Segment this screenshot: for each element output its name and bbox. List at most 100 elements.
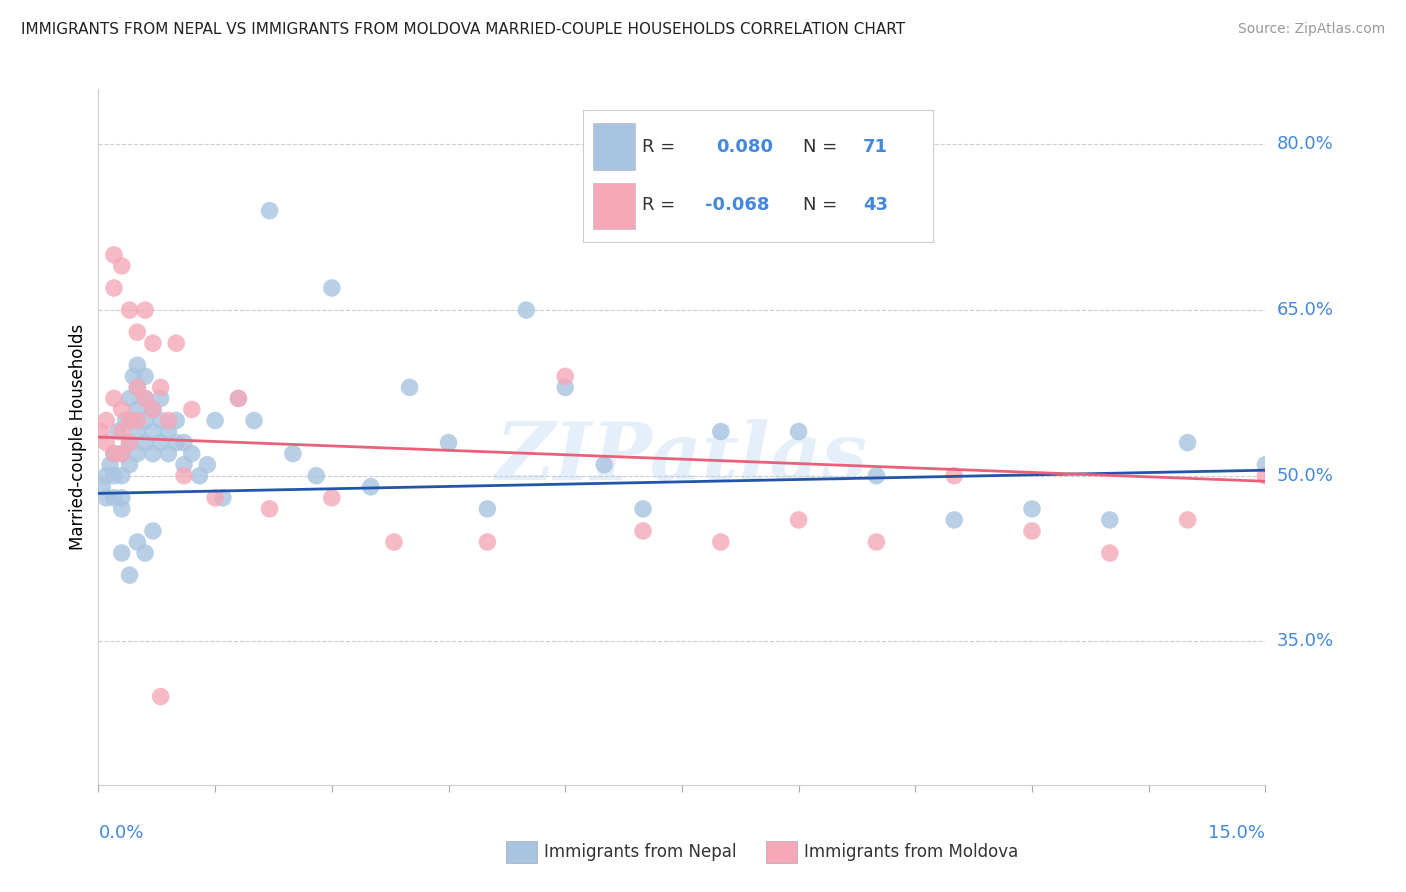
Text: 35.0%: 35.0% [1277, 632, 1334, 650]
Point [142, 447, 165, 461]
Point [437, 435, 460, 450]
Point [149, 690, 172, 704]
Point [943, 468, 966, 483]
Point [1021, 524, 1043, 538]
Point [103, 281, 125, 295]
Point [142, 402, 165, 417]
Point [631, 524, 654, 538]
Text: 50.0%: 50.0% [1277, 467, 1333, 484]
Point [281, 447, 304, 461]
Point [259, 501, 281, 516]
Point [787, 513, 810, 527]
Text: ZIPatlas: ZIPatlas [496, 419, 868, 497]
Point [134, 392, 156, 406]
Point [142, 425, 165, 439]
Point [165, 435, 187, 450]
Point [134, 546, 156, 560]
Point [865, 468, 887, 483]
Point [477, 501, 499, 516]
Point [1098, 546, 1121, 560]
Point [111, 546, 134, 560]
Point [134, 392, 156, 406]
Point [134, 413, 156, 427]
Point [1177, 435, 1199, 450]
Point [96, 491, 118, 505]
Point [1098, 513, 1121, 527]
Point [204, 491, 226, 505]
Point [127, 425, 149, 439]
Point [1254, 468, 1277, 483]
Point [142, 524, 165, 538]
Point [195, 458, 218, 472]
Point [103, 447, 125, 461]
Point [111, 425, 134, 439]
Point [91, 480, 114, 494]
Point [173, 458, 195, 472]
Point [188, 468, 211, 483]
Point [593, 458, 616, 472]
Point [360, 480, 382, 494]
Point [111, 402, 134, 417]
Point [107, 425, 129, 439]
Point [165, 336, 187, 351]
Point [118, 458, 141, 472]
Text: Source: ZipAtlas.com: Source: ZipAtlas.com [1237, 22, 1385, 37]
Point [243, 413, 266, 427]
Point [127, 380, 149, 394]
Point [127, 380, 149, 394]
Text: Immigrants from Nepal: Immigrants from Nepal [544, 843, 737, 861]
Point [1021, 501, 1043, 516]
Point [111, 447, 134, 461]
Point [96, 468, 118, 483]
Text: 65.0%: 65.0% [1277, 301, 1333, 319]
Point [118, 435, 141, 450]
Point [134, 303, 156, 318]
Point [142, 336, 165, 351]
Point [127, 325, 149, 339]
Point [118, 568, 141, 582]
Text: 80.0%: 80.0% [1277, 136, 1333, 153]
Point [554, 380, 576, 394]
Point [127, 402, 149, 417]
Point [142, 402, 165, 417]
Point [103, 392, 125, 406]
Point [111, 491, 134, 505]
Point [103, 248, 125, 262]
Point [96, 413, 118, 427]
Point [157, 447, 180, 461]
Point [149, 435, 172, 450]
Point [710, 425, 733, 439]
Point [943, 513, 966, 527]
Point [127, 359, 149, 373]
Point [134, 435, 156, 450]
Point [305, 468, 328, 483]
Point [111, 447, 134, 461]
Point [118, 303, 141, 318]
Point [554, 369, 576, 384]
Point [111, 468, 134, 483]
Point [165, 413, 187, 427]
Point [96, 435, 118, 450]
Point [321, 281, 343, 295]
Point [98, 458, 121, 472]
Point [228, 392, 250, 406]
Point [204, 413, 226, 427]
Point [631, 501, 654, 516]
Point [1254, 458, 1277, 472]
Point [127, 447, 149, 461]
Point [157, 425, 180, 439]
Point [118, 392, 141, 406]
Point [180, 447, 202, 461]
Point [149, 380, 172, 394]
Point [710, 535, 733, 549]
Point [180, 402, 202, 417]
Point [103, 491, 125, 505]
Point [212, 491, 235, 505]
Text: IMMIGRANTS FROM NEPAL VS IMMIGRANTS FROM MOLDOVA MARRIED-COUPLE HOUSEHOLDS CORRE: IMMIGRANTS FROM NEPAL VS IMMIGRANTS FROM… [21, 22, 905, 37]
Point [173, 435, 195, 450]
Y-axis label: Married-couple Households: Married-couple Households [69, 324, 87, 550]
Point [90, 425, 112, 439]
Point [103, 447, 125, 461]
Point [1177, 513, 1199, 527]
Point [149, 392, 172, 406]
